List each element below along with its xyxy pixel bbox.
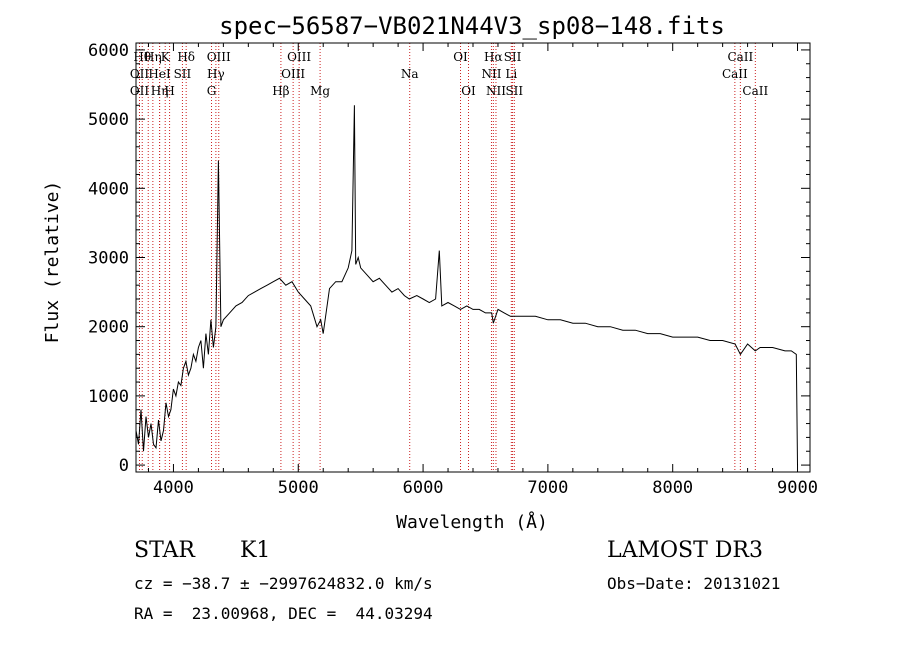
spectral-line-label: NII: [481, 67, 501, 81]
spectral-line-label: Na: [401, 67, 419, 81]
spectral-line-label: Hα: [484, 50, 503, 64]
spectral-line-label: G: [207, 84, 217, 98]
spectral-line-label: OIII: [281, 67, 305, 81]
spectral-line-label: HeI: [148, 67, 171, 81]
y-tick-label: 4000: [88, 179, 129, 199]
spectral-line-label: SII: [504, 50, 522, 64]
observation-date: Obs−Date: 20131021: [607, 574, 781, 593]
x-tick-label: 7000: [527, 478, 568, 498]
axis-ticks: 4000 5000 6000 7000 8000 9000 0 1000 2000 3000 400…: [88, 41, 818, 498]
spectral-line-label: Hδ: [177, 50, 195, 64]
spectrum-line: [135, 105, 798, 466]
spectral-line-label: SII: [505, 84, 523, 98]
x-axis-label: Wavelength (Å): [396, 511, 548, 533]
x-tick-label: 4000: [153, 478, 194, 498]
plot-frame: [135, 42, 811, 473]
spectral-line-label: CaII: [742, 84, 768, 98]
redshift-velocity: cz = −38.7 ± −2997624832.0 km/s: [134, 574, 433, 593]
spectral-line-label: H: [164, 84, 174, 98]
y-tick-label: 6000: [88, 41, 129, 61]
spectral-line-label: K: [161, 50, 171, 64]
spectral-line-label: NII: [486, 84, 506, 98]
spectral-line-label: Hβ: [272, 84, 289, 98]
spectral-line-label: Hθ: [133, 50, 151, 64]
spectral-line-labels: HθOIIOIIHηHeIHηKHSIIHδGHγOIIIHβOIIIOIIIM…: [130, 50, 769, 98]
x-tick-label: 5000: [278, 478, 319, 498]
spectral-subclass: K1: [240, 538, 271, 563]
chart-title: spec−56587−VB021N44V3_sp08−148.fits: [219, 12, 725, 40]
y-axis-label: Flux (relative): [42, 181, 63, 344]
spectral-line-label: OIII: [207, 50, 231, 64]
spectral-line-label: Hη: [144, 50, 162, 64]
y-tick-label: 3000: [88, 249, 129, 269]
spectral-line-label: OIII: [287, 50, 311, 64]
x-tick-label: 9000: [777, 478, 818, 498]
y-tick-label: 0: [119, 456, 129, 476]
sky-coordinates: RA = 23.00968, DEC = 44.03294: [134, 604, 433, 623]
survey-name: LAMOST DR3: [607, 538, 763, 563]
x-tick-label: 8000: [652, 478, 693, 498]
y-tick-label: 5000: [88, 110, 129, 130]
spectral-line-label: CaII: [727, 50, 753, 64]
y-tick-label: 1000: [88, 387, 129, 407]
spectral-line-markers: [138, 43, 756, 472]
spectral-line-label: Hη: [151, 84, 169, 98]
x-tick-label: 6000: [403, 478, 444, 498]
spectral-line-label: OII: [130, 67, 150, 81]
spectral-line-label: OI: [453, 50, 468, 64]
spectral-line-label: Hγ: [207, 67, 225, 81]
spectral-line-label: CaII: [722, 67, 748, 81]
spectral-line-label: OI: [461, 84, 476, 98]
object-type: STAR: [134, 538, 195, 563]
spectral-line-label: Li: [505, 67, 517, 81]
spectral-line-label: SII: [174, 67, 192, 81]
spectral-line-label: Mg: [310, 84, 330, 98]
y-tick-label: 2000: [88, 318, 129, 338]
